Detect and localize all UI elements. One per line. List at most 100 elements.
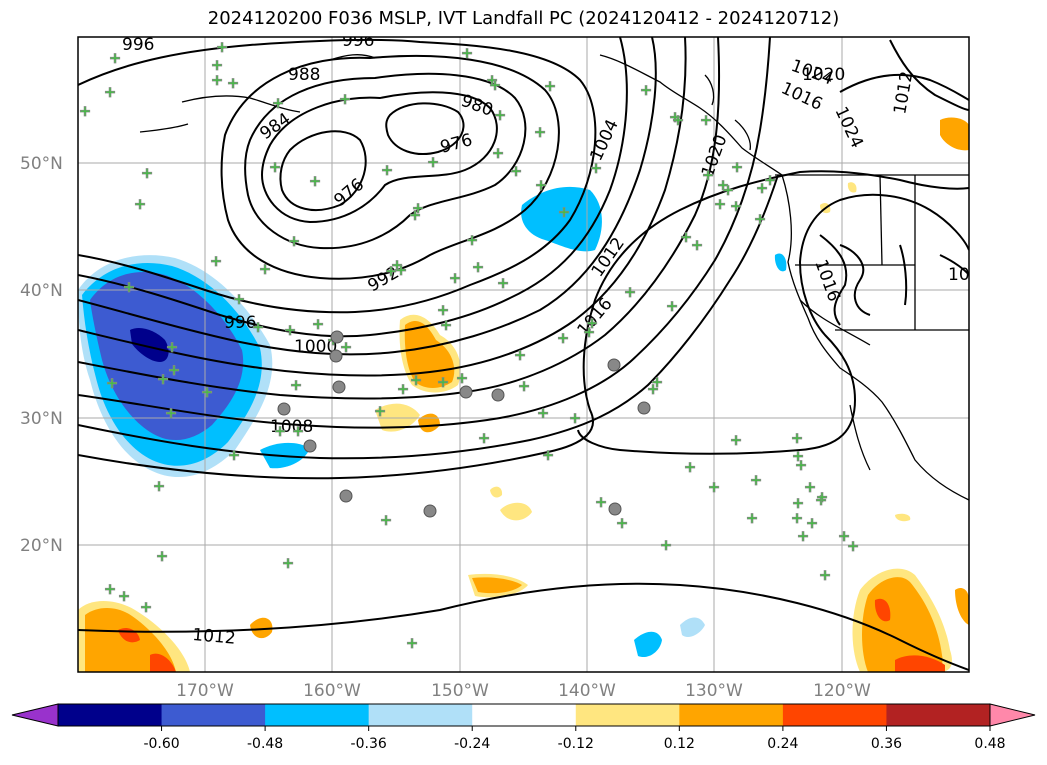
landfall-marker: + xyxy=(228,446,241,464)
landfall-marker: + xyxy=(730,197,743,215)
landfall-marker: + xyxy=(494,106,507,124)
landfall-marker: + xyxy=(412,199,425,217)
landfall-circle-marker xyxy=(277,402,291,416)
landfall-marker: + xyxy=(118,587,131,605)
colorbar-segment xyxy=(886,704,991,726)
lon-label: 130°W xyxy=(685,681,743,701)
landfall-marker: + xyxy=(544,77,557,95)
isobar-label: 1020 xyxy=(802,65,845,85)
isobar-label: 996 xyxy=(122,35,154,55)
landfall-marker: + xyxy=(514,346,527,364)
figure-title: 2024120200 F036 MSLP, IVT Landfall PC (2… xyxy=(207,8,840,29)
landfall-marker: + xyxy=(156,547,169,565)
landfall-circle-marker xyxy=(491,388,505,402)
lat-label: 50°N xyxy=(20,154,63,174)
landfall-marker: + xyxy=(731,158,744,176)
landfall-marker: + xyxy=(478,429,491,447)
landfall-marker: + xyxy=(440,316,453,334)
landfall-marker: + xyxy=(847,537,860,555)
landfall-marker: + xyxy=(288,232,301,250)
isobar-label: 1012 xyxy=(192,625,237,649)
landfall-marker: + xyxy=(284,321,297,339)
landfall-marker: + xyxy=(722,181,735,199)
colorbar-tick-label: 0.24 xyxy=(767,736,798,752)
landfall-marker: + xyxy=(427,153,440,171)
landfall-marker: + xyxy=(385,262,398,280)
isobar-label: 1000 xyxy=(294,337,337,357)
landfall-marker: + xyxy=(756,179,769,197)
landfall-marker: + xyxy=(595,493,608,511)
isobar-label: 1012 xyxy=(948,265,991,285)
landfall-marker: + xyxy=(109,49,122,67)
landfall-marker: + xyxy=(680,228,693,246)
landfall-marker: + xyxy=(466,231,479,249)
colorbar-segment xyxy=(265,704,370,726)
landfall-marker: + xyxy=(168,361,181,379)
landfall-marker: + xyxy=(497,274,510,292)
landfall-marker: + xyxy=(312,315,325,333)
landfall-marker: + xyxy=(624,283,637,301)
colorbar-segment xyxy=(472,704,577,726)
colorbar-tick-label: 0.36 xyxy=(871,736,902,752)
landfall-marker: + xyxy=(380,511,393,529)
landfall-marker: + xyxy=(590,159,603,177)
colorbar-tick-label: -0.60 xyxy=(143,736,179,752)
landfall-marker: + xyxy=(537,404,550,422)
landfall-marker: + xyxy=(816,488,829,506)
landfall-marker: + xyxy=(492,144,505,162)
landfall-marker: + xyxy=(410,371,423,389)
landfall-marker: + xyxy=(791,509,804,527)
landfall-marker: + xyxy=(292,422,305,440)
lat-label: 30°N xyxy=(20,409,63,429)
landfall-marker: + xyxy=(797,527,810,545)
landfall-marker: + xyxy=(583,323,596,341)
lat-label: 40°N xyxy=(20,281,63,301)
longitude-labels: 170°W 160°W 150°W 140°W 130°W 120°W xyxy=(176,681,871,701)
landfall-marker: + xyxy=(79,102,92,120)
colorbar-tick-label: -0.36 xyxy=(351,736,387,752)
colorbar-tick-label: 0.48 xyxy=(974,736,1005,752)
colorbar-segment xyxy=(58,704,163,726)
map-frame xyxy=(77,36,970,673)
landfall-marker: + xyxy=(791,429,804,447)
landfall-marker: + xyxy=(374,402,387,420)
landfall-marker: + xyxy=(106,374,119,392)
landfall-marker: + xyxy=(140,598,153,616)
landfall-marker: + xyxy=(616,514,629,532)
landfall-marker: + xyxy=(640,81,653,99)
landfall-marker: + xyxy=(486,71,499,89)
landfall-marker: + xyxy=(510,162,523,180)
landfall-marker: + xyxy=(535,176,548,194)
landfall-marker: + xyxy=(437,373,450,391)
landfall-marker: + xyxy=(141,164,154,182)
landfall-marker: + xyxy=(272,94,285,112)
lon-label: 140°W xyxy=(558,681,616,701)
landfall-circle-marker xyxy=(459,385,473,399)
landfall-marker: + xyxy=(489,76,502,94)
landfall-marker: + xyxy=(647,380,660,398)
landfall-marker: + xyxy=(259,260,272,278)
landfall-circle-marker xyxy=(608,502,622,516)
landfall-marker: + xyxy=(153,477,166,495)
colorbar-frame xyxy=(57,703,991,727)
colorbar: -0.60 -0.48 -0.36 -0.24 -0.12 0.12 0.24 0.36 0.4… xyxy=(11,703,1036,752)
landfall-marker: + xyxy=(165,404,178,422)
landfall-circle-marker xyxy=(329,349,343,363)
coastline xyxy=(139,54,969,501)
landfall-circle-marker xyxy=(303,439,317,453)
landfall-marker: + xyxy=(397,380,410,398)
landfall-marker: + xyxy=(717,176,730,194)
colorbar-extend-high xyxy=(989,703,1036,727)
landfall-circle-marker xyxy=(332,380,346,394)
colorbar-segment xyxy=(575,704,680,726)
landfall-marker: + xyxy=(381,161,394,179)
landfall-marker: + xyxy=(764,171,777,189)
landfall-marker: + xyxy=(691,236,704,254)
landfall-marker: + xyxy=(290,376,303,394)
colorbar-tick-label: -0.48 xyxy=(247,736,283,752)
landfall-marker: + xyxy=(227,74,240,92)
landfall-marker: + xyxy=(339,90,352,108)
latitude-labels: 50°N 40°N 30°N 20°N xyxy=(20,154,63,556)
landfall-marker: + xyxy=(708,478,721,496)
